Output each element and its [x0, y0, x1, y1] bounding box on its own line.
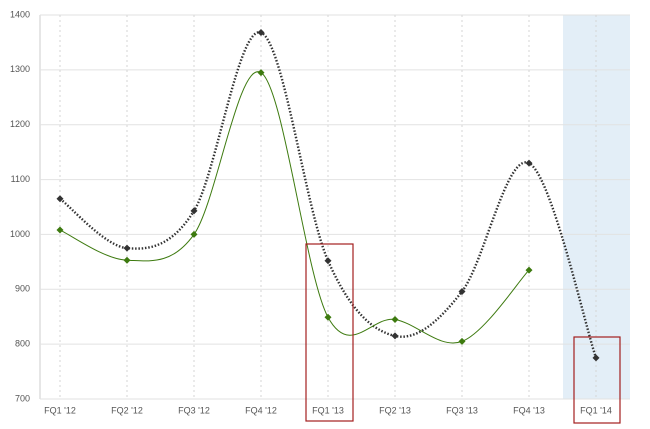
- x-tick-label: FQ4 '13: [513, 405, 545, 415]
- highlight-box: [573, 336, 621, 424]
- y-tick-label: 700: [15, 393, 30, 403]
- series-line: [59, 31, 598, 359]
- x-tick-label: FQ4 '12: [245, 405, 277, 415]
- y-tick-label: 900: [15, 284, 30, 294]
- series-line: [59, 71, 530, 344]
- x-tick-label: FQ3 '13: [446, 405, 478, 415]
- y-tick-label: 1000: [10, 229, 30, 239]
- y-tick-label: 1200: [10, 119, 30, 129]
- x-tick-label: FQ3 '12: [178, 405, 210, 415]
- x-tick-label: FQ1 '14: [580, 405, 612, 415]
- point: [458, 287, 466, 295]
- point: [257, 29, 265, 37]
- y-tick-label: 800: [15, 339, 30, 349]
- y-tick-label: 1100: [11, 174, 30, 184]
- point: [123, 244, 131, 252]
- x-tick-label: FQ2 '13: [379, 405, 411, 415]
- point: [525, 266, 533, 274]
- point: [324, 257, 332, 265]
- point: [324, 313, 332, 321]
- point: [56, 195, 64, 203]
- point: [458, 337, 466, 345]
- point: [257, 69, 265, 77]
- point: [592, 354, 600, 362]
- point: [190, 230, 198, 238]
- x-tick-label: FQ2 '12: [111, 405, 143, 415]
- plot: 700 800 900 1000 1100 1200 1300 1400 FQ1 '12 FQ2 …: [10, 9, 630, 415]
- highlight-box: [305, 243, 354, 422]
- point: [190, 207, 198, 215]
- point: [56, 226, 64, 234]
- point: [391, 315, 399, 323]
- point: [391, 332, 399, 340]
- y-tick-label: 1300: [10, 64, 30, 74]
- x-tick-label: FQ1 '12: [44, 405, 76, 415]
- y-tick-label: 1400: [10, 9, 30, 19]
- point: [123, 256, 131, 264]
- x-tick-label: FQ1 '13: [312, 405, 344, 415]
- point: [525, 159, 533, 167]
